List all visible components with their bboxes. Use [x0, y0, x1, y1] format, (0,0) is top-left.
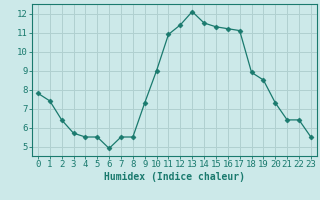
X-axis label: Humidex (Indice chaleur): Humidex (Indice chaleur)	[104, 172, 245, 182]
